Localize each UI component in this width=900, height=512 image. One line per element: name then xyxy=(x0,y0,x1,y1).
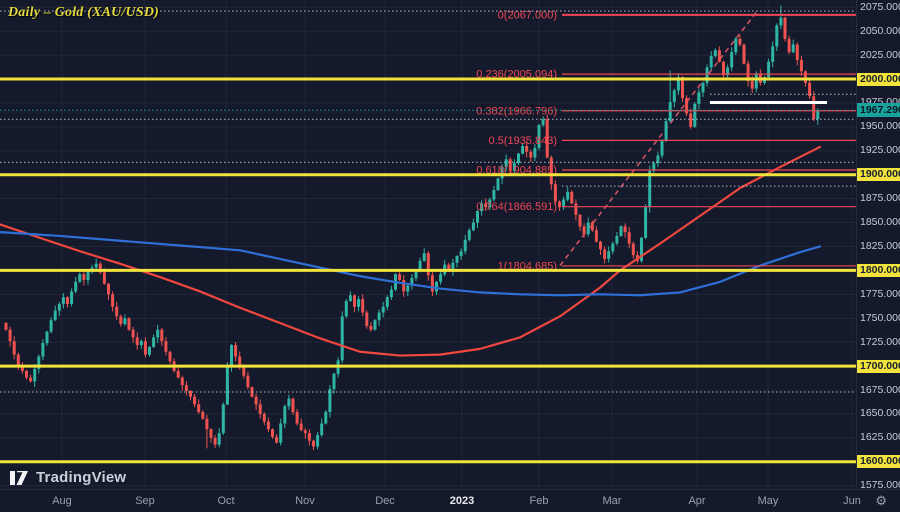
price-label: 1875.000 xyxy=(860,192,900,205)
price-scale[interactable]: 2075.0002050.0002025.0002000.0001975.000… xyxy=(856,0,900,492)
current-price-badge: 1967.290 xyxy=(857,103,900,118)
tradingview-logo-icon xyxy=(10,470,28,485)
price-label-highlighted: 1700.000 xyxy=(857,359,900,373)
price-label-highlighted: 1900.000 xyxy=(857,168,900,182)
price-label-highlighted: 1600.000 xyxy=(857,455,900,469)
price-label: 1650.000 xyxy=(860,407,900,420)
price-label-highlighted: 1800.000 xyxy=(857,263,900,277)
time-axis-month-label: Jun xyxy=(843,495,861,507)
chart-title: Daily – Gold (XAU/USD) xyxy=(8,5,160,20)
time-axis[interactable]: ⚙ Aug Sep Oct Nov Dec 2023 Feb Mar Apr May Jun xyxy=(0,489,900,512)
blue-ma-line xyxy=(0,231,822,297)
time-axis-month-label: Feb xyxy=(529,495,549,507)
time-axis-month-label: Apr xyxy=(688,495,706,507)
price-label: 1725.000 xyxy=(860,335,900,348)
time-axis-year-label: 2023 xyxy=(449,495,475,507)
time-axis-month-label: Aug xyxy=(52,495,72,507)
price-label: 1950.000 xyxy=(860,120,900,133)
price-label: 1825.000 xyxy=(860,239,900,252)
price-label: 1575.000 xyxy=(860,479,900,492)
fib-level-label: 0.5(1935.843) xyxy=(489,135,558,147)
fib-retracement: 0(2067.000)0.236(2005.094)0.382(1966.796… xyxy=(476,9,856,272)
price-label: 1775.000 xyxy=(860,287,900,300)
price-label-highlighted: 2000.000 xyxy=(857,72,900,86)
tradingview-watermark-label: TradingView xyxy=(36,469,127,486)
fib-level-label: 0.382(1966.796) xyxy=(476,105,557,117)
price-label: 1750.000 xyxy=(860,311,900,324)
time-axis-month-label: May xyxy=(757,495,779,507)
time-axis-month-label: Mar xyxy=(602,495,622,507)
price-label: 1850.000 xyxy=(860,216,900,229)
settings-gear-icon[interactable]: ⚙ xyxy=(875,493,887,508)
price-label: 2075.000 xyxy=(860,0,900,13)
time-axis-month-label: Oct xyxy=(217,495,235,507)
price-label: 1675.000 xyxy=(860,383,900,396)
price-label: 1625.000 xyxy=(860,431,900,444)
yellow-level-lines xyxy=(0,77,856,464)
time-axis-month-label: Sep xyxy=(135,495,155,507)
tradingview-watermark[interactable]: TradingView xyxy=(10,469,126,486)
time-axis-month-label: Nov xyxy=(295,495,315,507)
price-label: 1925.000 xyxy=(860,144,900,157)
time-axis-month-label: Dec xyxy=(375,495,395,507)
chart-canvas[interactable]: 0(2067.000)0.236(2005.094)0.382(1966.796… xyxy=(0,0,856,489)
dotted-level-lines xyxy=(0,10,856,393)
price-label: 2050.000 xyxy=(860,24,900,37)
fib-level-label: 0.764(1866.591) xyxy=(476,201,557,213)
price-label: 2025.000 xyxy=(860,48,900,61)
fib-level-label: 0(2067.000) xyxy=(498,9,557,21)
